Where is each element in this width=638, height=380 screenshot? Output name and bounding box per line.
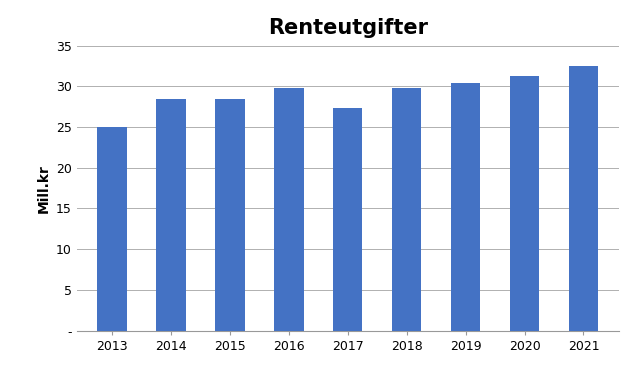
Bar — [274, 88, 304, 331]
Bar — [568, 66, 598, 331]
Bar — [451, 83, 480, 331]
Bar — [97, 127, 127, 331]
Bar — [510, 76, 539, 331]
Bar — [156, 99, 186, 331]
Bar — [333, 108, 362, 331]
Y-axis label: Mill.kr: Mill.kr — [36, 164, 50, 212]
Bar — [215, 98, 244, 331]
Bar — [392, 88, 421, 331]
Title: Renteutgifter: Renteutgifter — [268, 19, 427, 38]
